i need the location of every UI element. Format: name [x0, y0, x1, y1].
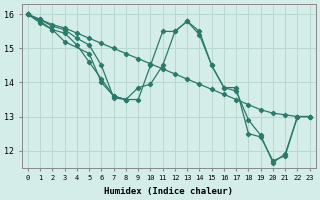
X-axis label: Humidex (Indice chaleur): Humidex (Indice chaleur)	[104, 187, 233, 196]
